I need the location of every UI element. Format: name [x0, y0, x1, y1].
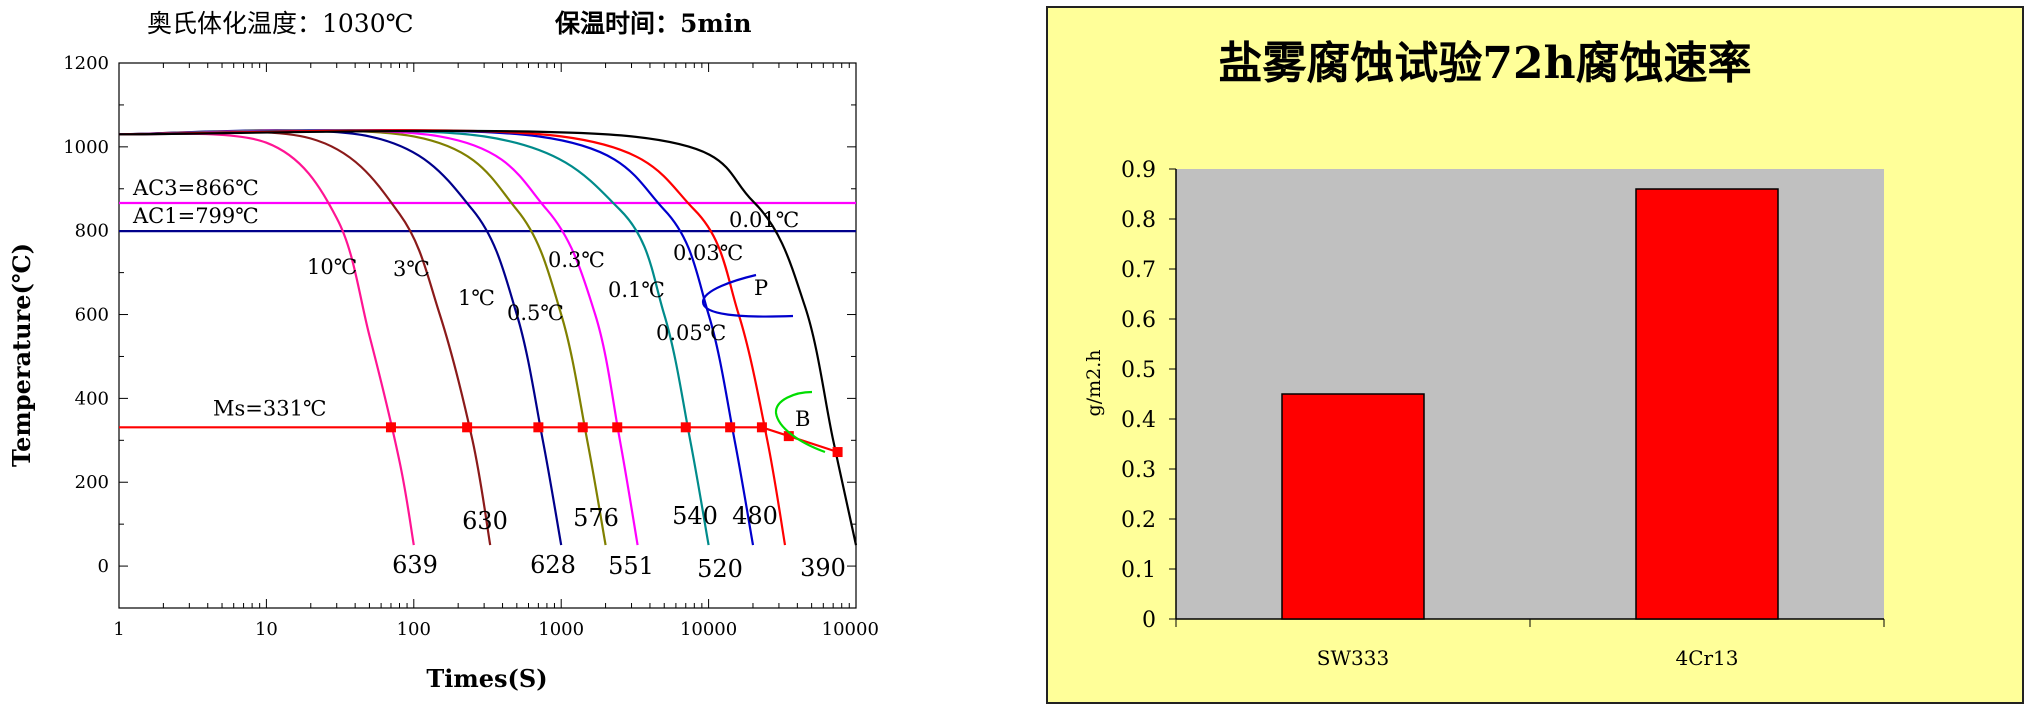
ms-marker	[756, 422, 767, 433]
cooling-curve-0-01	[118, 129, 858, 546]
cct-y-axis-label: Temperature(℃)	[7, 243, 36, 467]
reference-label-AC1: AC1=799℃	[132, 204, 259, 228]
bar-y-tick-label-0-3: 0.3	[1121, 458, 1156, 483]
bar-y-tick-label-0-5: 0.5	[1121, 358, 1156, 383]
cooling-curve-10	[118, 132, 415, 546]
cooling-rate-label-1: 1℃	[458, 286, 495, 310]
ms-marker	[832, 447, 843, 458]
cct-chart: 奥氏体化温度：1030℃ 保温时间：5min 1 10 100 1000 10000 10…	[7, 9, 880, 693]
bar-y-axis-label: g/m2.h	[1083, 350, 1105, 417]
cooling-rate-label-0-01: 0.01℃	[729, 208, 799, 232]
end-hardness-label-390: 390	[800, 554, 846, 582]
cct-x-axis-label: Times(S)	[426, 664, 547, 693]
y-tick-label-400: 400	[75, 388, 109, 409]
bar-y-tick-label-0-4: 0.4	[1121, 408, 1156, 433]
y-tick-label-800: 800	[75, 221, 109, 242]
cooling-rate-label-0-3: 0.3℃	[548, 248, 605, 272]
cooling-rate-label-0-1: 0.1℃	[608, 278, 665, 302]
bar-category-label-SW333: SW333	[1317, 646, 1389, 670]
bar-SW333	[1281, 393, 1425, 620]
end-hardness-label-540: 540	[672, 502, 718, 530]
cooling-rate-label-3: 3℃	[393, 257, 430, 281]
cooling-rate-label-0-05: 0.05℃	[656, 321, 726, 345]
end-hardness-label-576: 576	[573, 504, 619, 532]
end-hardness-label-639: 639	[392, 551, 438, 579]
y-tick-label-1200: 1200	[63, 53, 109, 74]
x-tick-label-100: 100	[397, 619, 431, 640]
y-tick-label-600: 600	[75, 305, 109, 326]
bar-y-tick-label-0-2: 0.2	[1121, 508, 1156, 533]
x-tick-label-1: 1	[113, 619, 124, 640]
x-tick-label-10000: 10000	[680, 619, 737, 640]
x-tick-label-1000: 1000	[538, 619, 584, 640]
y-tick-label-0: 0	[98, 556, 109, 577]
austenitizing-temperature-header: 奥氏体化温度：1030℃	[147, 9, 414, 38]
reference-label-AC3: AC3=866℃	[132, 176, 259, 200]
ms-marker	[680, 422, 691, 433]
reference-label-Ms: Ms=331℃	[213, 396, 326, 420]
region-label-B: B	[795, 407, 810, 431]
bar-category-label-4Cr13: 4Cr13	[1675, 646, 1738, 670]
end-hardness-label-480: 480	[732, 502, 778, 530]
bar-4Cr13	[1635, 188, 1779, 620]
bar-plot-area: 0 0.1 0.2 0.3 0.4 0.5 0.6 0.7 0.8 0.9 SW333 4Cr13	[1121, 158, 1885, 670]
bar-y-tick-label-0-6: 0.6	[1121, 308, 1156, 333]
holding-time-header: 保温时间：5min	[554, 9, 752, 38]
bar-y-tick-label-0-7: 0.7	[1121, 258, 1156, 283]
cooling-rate-label-0-03: 0.03℃	[673, 241, 743, 265]
x-tick-label-10: 10	[255, 619, 278, 640]
end-hardness-label-628: 628	[530, 551, 576, 579]
cct-plot-frame	[118, 62, 857, 609]
salt-spray-bar-chart: 盐雾腐蚀试验72h腐蚀速率 00.10.20.30.40.50.60.70.80…	[1083, 38, 1885, 670]
y-tick-label-200: 200	[75, 472, 109, 493]
region-label-P: P	[754, 276, 768, 300]
bar-y-tick-label-0-1: 0.1	[1121, 558, 1156, 583]
cooling-rate-label-10: 10℃	[307, 255, 357, 279]
ms-marker	[462, 422, 473, 433]
ms-marker	[725, 422, 736, 433]
pearlite-region-curve	[701, 273, 794, 318]
end-hardness-label-630: 630	[462, 507, 508, 535]
ms-marker	[783, 431, 794, 442]
end-hardness-label-551: 551	[608, 552, 654, 580]
ms-marker	[533, 422, 544, 433]
bainite-region-curve	[774, 390, 826, 454]
ms-marker	[577, 422, 588, 433]
bar-y-tick-label-0-8: 0.8	[1121, 208, 1156, 233]
bar-chart-title: 盐雾腐蚀试验72h腐蚀速率	[1218, 38, 1751, 89]
ms-marker	[612, 422, 623, 433]
cooling-rate-label-0-5: 0.5℃	[507, 301, 564, 325]
salt-spray-chart-panel: 盐雾腐蚀试验72h腐蚀速率 0 0.1 0.2 0.3 0.4 0.5 0.6 0.7 0.8 0…	[1046, 6, 2024, 704]
bar-y-tick-label-0-9: 0.9	[1121, 158, 1156, 183]
bar-y-tick-label-0: 0	[1142, 608, 1156, 633]
end-hardness-label-520: 520	[697, 555, 743, 583]
y-tick-label-1000: 1000	[63, 137, 109, 158]
ms-marker	[385, 422, 396, 433]
